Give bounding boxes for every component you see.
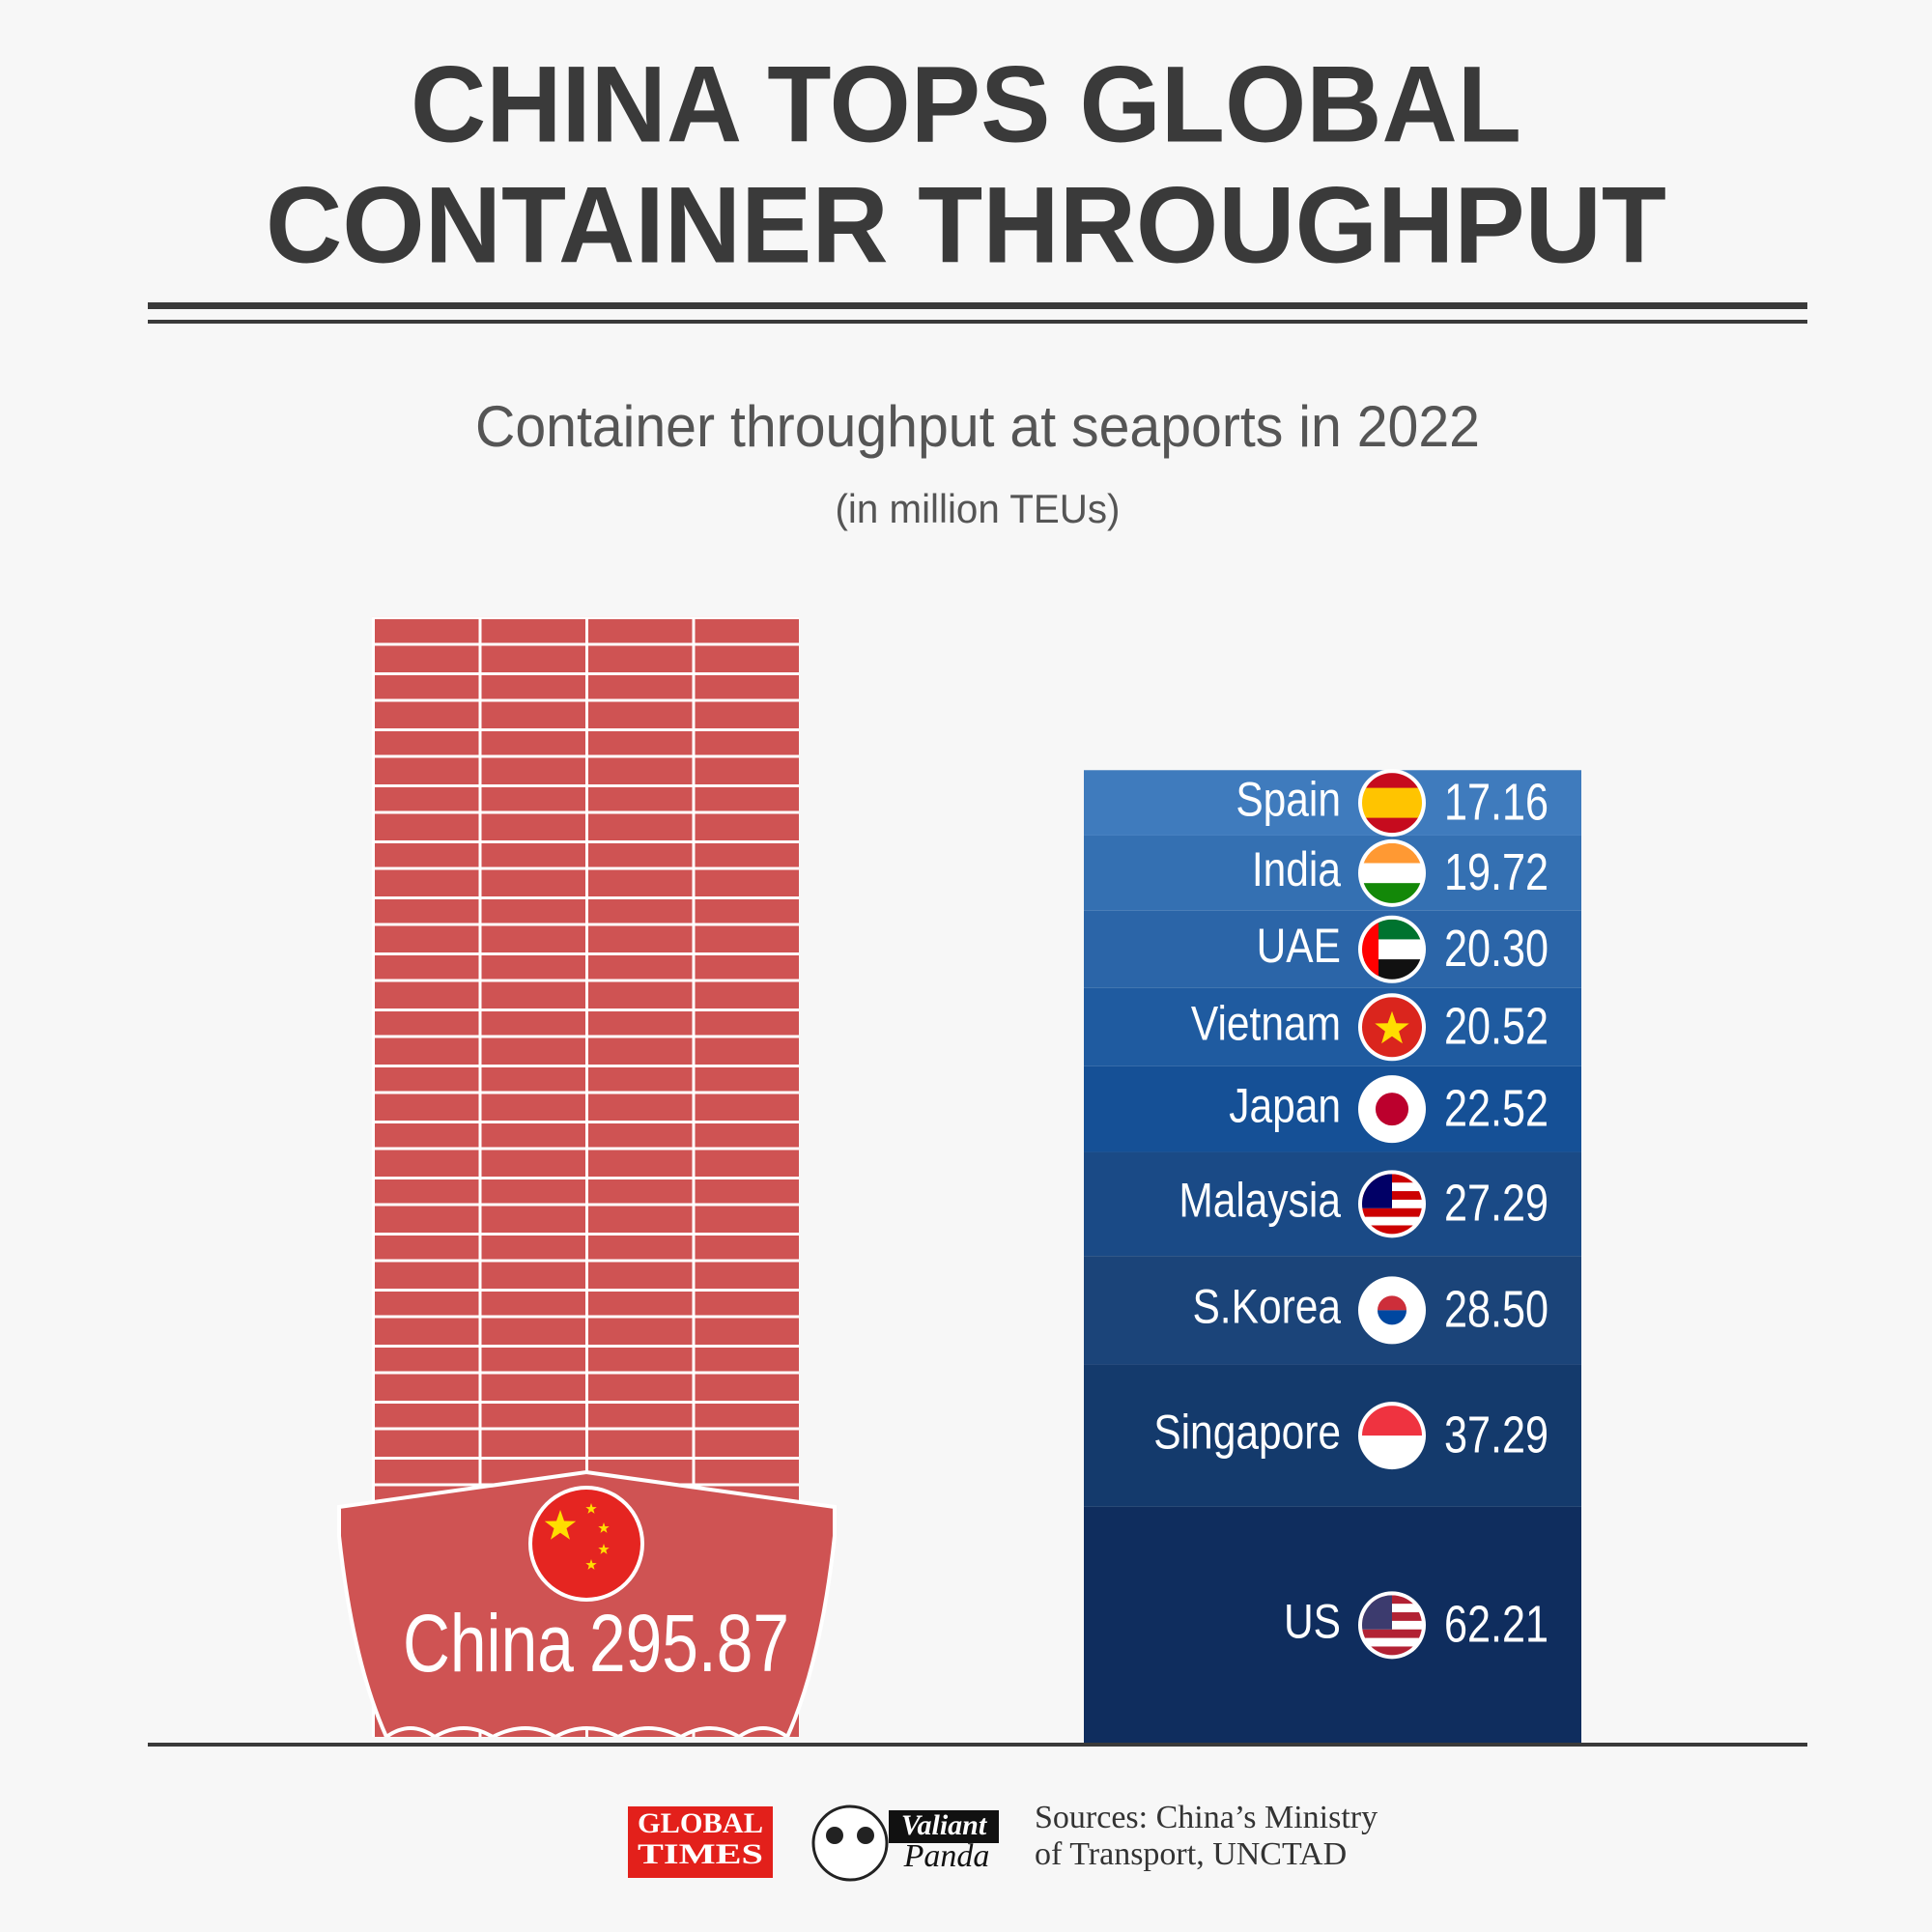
flag <box>1358 915 1426 983</box>
country-label: Japan <box>1229 1078 1341 1132</box>
flag <box>1358 1591 1426 1660</box>
flag-body <box>1362 1079 1422 1140</box>
flag-star <box>1375 1010 1409 1044</box>
flag <box>1358 1170 1426 1238</box>
country-label: UAE <box>1257 919 1341 973</box>
value-label: 20.52 <box>1444 998 1548 1056</box>
flag-band <box>1362 1637 1422 1647</box>
flag <box>1358 1276 1426 1345</box>
stack-segment <box>1084 1506 1581 1744</box>
logo-text: GLOBAL <box>638 1807 763 1839</box>
global-times-logo: GLOBAL TIMES <box>628 1806 773 1878</box>
rule <box>148 302 1807 309</box>
flag-body <box>1362 997 1422 1058</box>
flag-taeguk <box>1378 1295 1407 1311</box>
country-label: Vietnam <box>1191 996 1341 1050</box>
stack-segment <box>1084 1256 1581 1365</box>
logo-box <box>889 1810 999 1843</box>
flag-band <box>1362 1208 1422 1218</box>
flag-band <box>1362 1629 1422 1639</box>
stack-segment <box>1084 910 1581 988</box>
flag-body <box>1362 1595 1422 1656</box>
sources: of Transport, UNCTAD <box>1035 1836 1347 1872</box>
flag-band <box>1362 1225 1422 1235</box>
stack-segment <box>1084 835 1581 911</box>
boat-bottom <box>339 1737 835 1744</box>
flag-dot <box>1375 1093 1409 1126</box>
china-name: China <box>403 1598 574 1689</box>
subtitle: Container throughput at seaports in 2022 <box>475 394 1480 459</box>
flag-body <box>1362 919 1422 980</box>
value-label: 28.50 <box>1444 1281 1548 1339</box>
flag-body <box>1362 773 1422 834</box>
plot: China295.87 US 62.21 Singapore 37.29 S.Korea 2… <box>337 616 1581 1744</box>
value-label: 37.29 <box>1444 1406 1548 1464</box>
flag-body <box>1362 842 1422 903</box>
flag <box>532 1490 640 1598</box>
logo-box <box>628 1806 773 1878</box>
country-label: S.Korea <box>1192 1279 1341 1333</box>
country-label: India <box>1252 842 1341 896</box>
flag <box>1358 769 1426 838</box>
panda-eye <box>826 1827 843 1844</box>
stack-segment <box>1084 770 1581 836</box>
country-label: Singapore <box>1153 1405 1341 1459</box>
stack-segment <box>1084 987 1581 1066</box>
baseline <box>148 1743 1807 1747</box>
value-label: 19.72 <box>1444 844 1548 902</box>
flag-body <box>1362 1406 1422 1466</box>
stack-segment <box>1084 1364 1581 1507</box>
country-label: Malaysia <box>1179 1173 1341 1227</box>
flag <box>1358 1075 1426 1144</box>
stack-segment <box>1084 1151 1581 1257</box>
title-line: CONTAINER THROUGHPUT <box>266 165 1666 286</box>
stack-segment <box>1084 1065 1581 1152</box>
rule <box>148 320 1807 324</box>
flag-star <box>544 1503 610 1570</box>
china-label: China295.87 <box>403 1598 789 1689</box>
logo-text: TIMES <box>638 1838 763 1870</box>
flag-body <box>1362 1280 1422 1341</box>
panda-eye <box>857 1827 874 1844</box>
unit-note: (in million TEUs) <box>836 486 1121 531</box>
flag-band <box>1362 1646 1422 1656</box>
flag-band <box>1362 1216 1422 1226</box>
value-label: 27.29 <box>1444 1175 1548 1233</box>
value-label: 20.30 <box>1444 921 1548 979</box>
flag <box>1358 1402 1426 1470</box>
value-label: 17.16 <box>1444 774 1548 832</box>
logo-text: Panda <box>903 1838 990 1874</box>
flag <box>1358 993 1426 1062</box>
valiant-panda-logo: Valiant Panda <box>811 1804 999 1882</box>
flag <box>1358 838 1426 907</box>
flag-band <box>1362 863 1422 884</box>
flag-band <box>1362 919 1379 980</box>
flag-band <box>1362 842 1422 865</box>
flag-body <box>1362 1174 1422 1235</box>
flag-band <box>1362 803 1422 819</box>
country-label: Spain <box>1236 772 1341 826</box>
logo-text: Valiant <box>901 1809 988 1841</box>
country-label: US <box>1284 1594 1341 1648</box>
value-label: 22.52 <box>1444 1080 1548 1138</box>
flag-taeguk <box>1378 1310 1407 1325</box>
flag-band <box>1362 883 1422 903</box>
boat-hull <box>337 1469 837 1741</box>
flag-band <box>1362 787 1422 804</box>
panda-icon <box>811 1804 889 1882</box>
sources: Sources: China’s Ministry <box>1035 1800 1378 1835</box>
value-label: 62.21 <box>1444 1596 1548 1654</box>
china-value: 295.87 <box>589 1598 789 1689</box>
title-line: CHINA TOPS GLOBAL <box>411 44 1521 165</box>
